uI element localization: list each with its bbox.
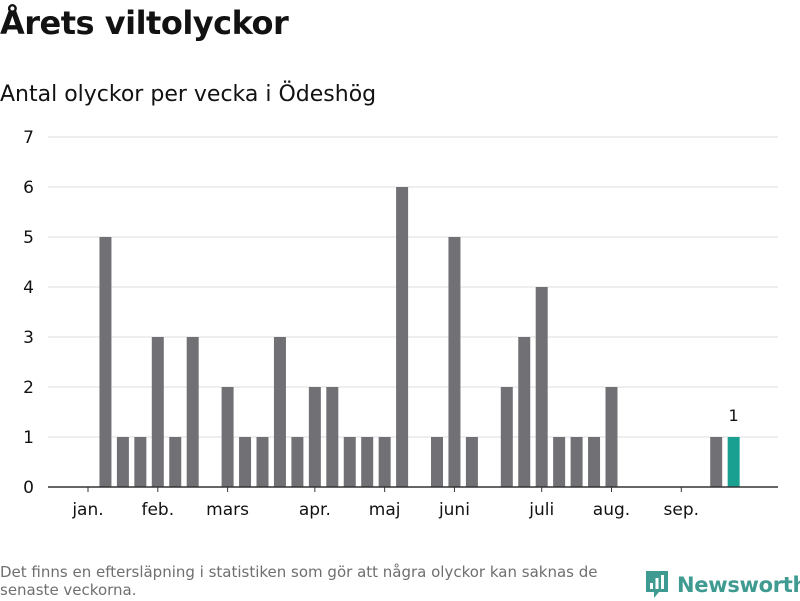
- bar: [465, 437, 478, 487]
- bar: [116, 437, 129, 487]
- y-tick-label: 3: [23, 328, 34, 348]
- bar: [605, 387, 618, 487]
- bar: [448, 237, 461, 487]
- bar: [343, 437, 356, 487]
- newsworthy-logo-icon: [646, 571, 668, 598]
- y-tick-label: 0: [23, 478, 34, 498]
- bar: [99, 237, 112, 487]
- bar: [326, 387, 339, 487]
- y-tick-label: 7: [23, 128, 34, 148]
- bar: [256, 437, 269, 487]
- x-tick-label: apr.: [299, 500, 331, 520]
- bar: [378, 437, 391, 487]
- bar: [518, 337, 531, 487]
- y-tick-label: 1: [23, 428, 34, 448]
- bar: [186, 337, 199, 487]
- bar: [308, 387, 321, 487]
- bar: [134, 437, 147, 487]
- x-tick-label: juni: [438, 500, 470, 520]
- bar: [431, 437, 443, 487]
- highlight-bar: [727, 437, 740, 487]
- bar: [535, 287, 548, 487]
- bar: [396, 187, 409, 487]
- bar: [553, 437, 566, 487]
- bar: [169, 437, 182, 487]
- y-tick-label: 6: [23, 178, 34, 198]
- bar: [500, 387, 513, 487]
- x-tick-label: maj: [369, 500, 401, 520]
- bar: [570, 437, 583, 487]
- x-tick-label: sep.: [664, 500, 700, 520]
- y-tick-label: 4: [23, 278, 34, 298]
- bar: [361, 437, 374, 487]
- brand-name: Newsworthy: [677, 573, 800, 597]
- y-tick-label: 2: [23, 378, 34, 398]
- x-tick-label: aug.: [593, 500, 630, 520]
- footnote: Det finns en eftersläpning i statistiken…: [0, 563, 598, 599]
- bar: [710, 437, 723, 487]
- chart-title: Årets viltolyckor: [0, 4, 289, 42]
- bar: [588, 437, 601, 487]
- bar-chart: 0 1 2 3 4 5 6 7 1 jan. feb. mars apr. maj juni juli aug.…: [23, 128, 778, 520]
- y-tick-label: 5: [23, 228, 34, 248]
- x-tick-label: feb.: [141, 500, 174, 520]
- data-label: 1: [729, 406, 739, 425]
- x-tick-label: mars: [206, 500, 249, 520]
- bar: [273, 337, 286, 487]
- x-tick-label: jan.: [71, 500, 103, 520]
- bar: [151, 337, 164, 487]
- chart-subtitle: Antal olyckor per vecka i Ödeshög: [0, 82, 377, 107]
- x-tick-label: juli: [528, 500, 554, 520]
- bar: [291, 437, 304, 487]
- bar: [221, 387, 234, 487]
- bar: [239, 437, 252, 487]
- brand-logo: Newsworthy: [645, 569, 800, 601]
